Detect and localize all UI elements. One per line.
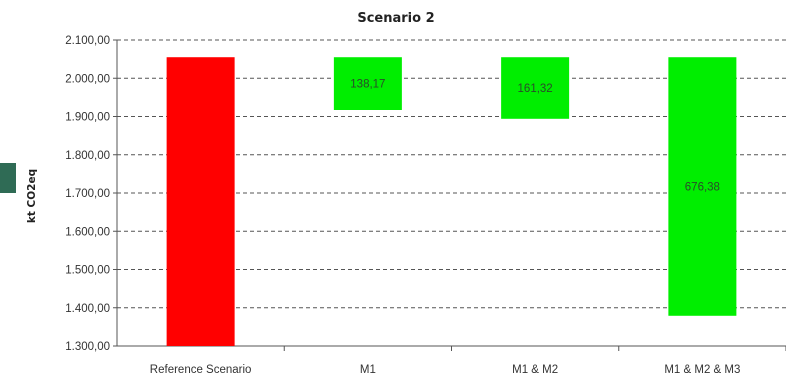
- bar: [333, 57, 402, 110]
- x-tick-label: Reference Scenario: [150, 364, 252, 376]
- x-tick-label: M1 & M2 & M3: [664, 364, 740, 376]
- bars: 138,17 161,32 676,38: [166, 57, 737, 347]
- x-tick-label: M1 & M2: [512, 364, 558, 376]
- y-tick-label: 1.400,00: [65, 303, 110, 315]
- bar-data-label: 676,38: [685, 181, 720, 193]
- chart-title: Scenario 2: [357, 11, 434, 26]
- y-tick-label: 1.600,00: [65, 226, 110, 238]
- y-tick-label: 2.100,00: [65, 35, 110, 47]
- bar-data-label: 138,17: [350, 79, 385, 91]
- x-tick-labels: Reference Scenario M1 M1 & M2 M1 & M2 & M3: [150, 364, 741, 376]
- y-tick-label: 1.500,00: [65, 265, 110, 277]
- y-axis-label: kt CO2eq: [26, 169, 38, 223]
- y-tick-labels: 1.300,00 1.400,00 1.500,00 1.600,00 1.700,00…: [65, 35, 110, 353]
- bar-data-label: 161,32: [518, 83, 553, 95]
- y-tick-label: 2.000,00: [65, 73, 110, 85]
- x-tick-label: M1: [360, 364, 376, 376]
- bar: [501, 57, 570, 119]
- y-tick-label: 1.800,00: [65, 150, 110, 162]
- side-tab: [0, 163, 16, 193]
- y-tick-label: 1.700,00: [65, 188, 110, 200]
- y-tick-label: 1.300,00: [65, 341, 110, 353]
- bar: [166, 57, 235, 347]
- y-tick-label: 1.900,00: [65, 112, 110, 124]
- bar: [668, 57, 737, 316]
